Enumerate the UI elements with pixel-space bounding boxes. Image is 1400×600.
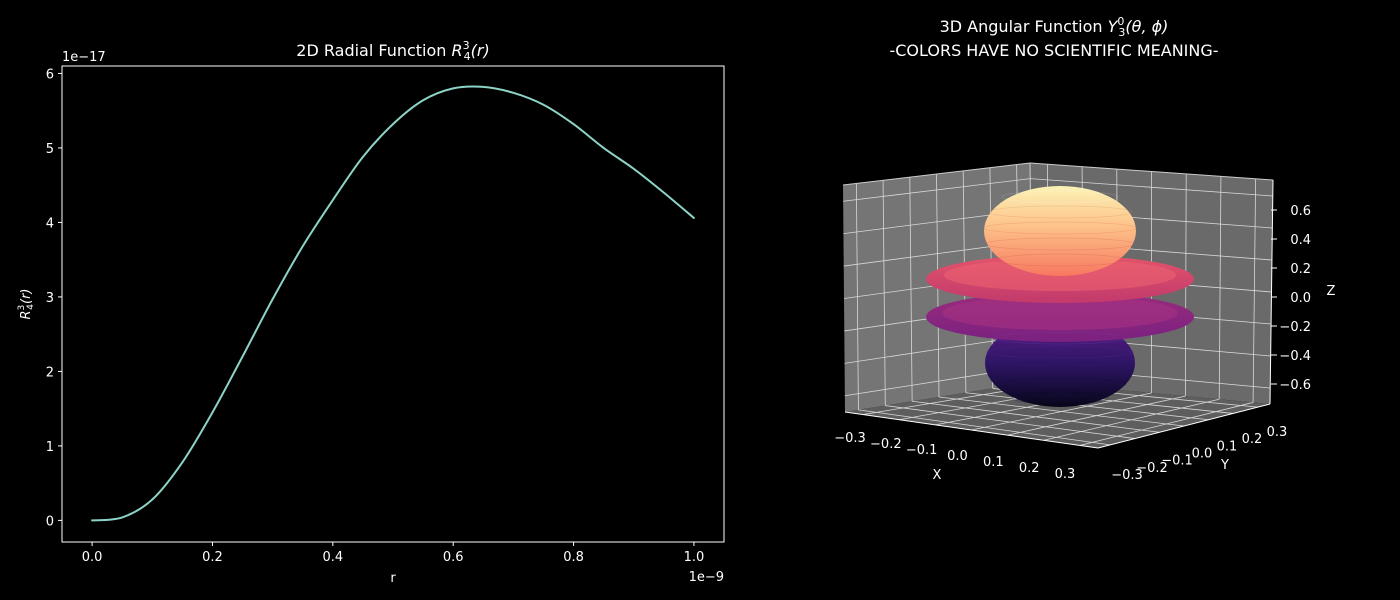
orbital-surface (926, 186, 1194, 407)
radial-y-tick-label: 4 (46, 216, 54, 231)
surface-band (985, 361, 1135, 375)
radial-chart: 2D Radial Function R3 4(r) 0.0 0.2 0.4 0.6 0.… (17, 39, 725, 586)
surface-band (987, 205, 1133, 219)
radial-series-line (91, 85, 695, 522)
z-tick-label: −0.2 (1279, 320, 1311, 335)
lobe-bands (983, 190, 1137, 405)
z-tick-label: −0.4 (1279, 349, 1311, 364)
y-tick-label: 0.3 (1267, 425, 1288, 440)
radial-x-axis-label: r (390, 571, 396, 586)
surface-band (985, 345, 1135, 359)
radial-y-tick-label: 2 (46, 365, 54, 380)
x-tick-label: 0.3 (1055, 467, 1076, 482)
radial-x-tick-label: 0.8 (563, 550, 584, 565)
radial-x-tick-label: 0.4 (322, 550, 343, 565)
radial-y-tick-label: 0 (46, 514, 54, 529)
x-tick-label: −0.2 (870, 437, 902, 452)
surface-band (993, 331, 1127, 345)
grid-line (965, 392, 1209, 421)
z-tick-label: 0.6 (1290, 204, 1311, 219)
surface-band (985, 237, 1135, 251)
surface-band (1001, 190, 1119, 204)
radial-x-offset-text: 1e−9 (689, 570, 724, 585)
angular-chart-title-line2: -COLORS HAVE NO SCIENTIFIC MEANING- (889, 41, 1218, 60)
y-tick-label: −0.1 (1161, 454, 1193, 469)
y-tick-label: −0.3 (1111, 468, 1143, 483)
radial-x-tick-label: 0.0 (82, 550, 103, 565)
radial-y-axis-label: R34(r) (17, 288, 36, 319)
grid-line (1043, 398, 1220, 441)
x-tick-label: −0.1 (906, 443, 938, 458)
angular-chart: 3D Angular Function Y0 3(θ, ϕ) -COLORS HA… (834, 15, 1335, 483)
radial-y-offset-text: 1e−17 (62, 50, 106, 65)
z-axis-label: Z (1327, 284, 1336, 299)
radial-y-tick-label: 3 (46, 291, 54, 306)
grid-line (1218, 176, 1222, 400)
x-tick-label: −0.3 (834, 431, 866, 446)
radial-plot-frame (61, 65, 725, 543)
radial-x-tick-label: 0.6 (443, 550, 464, 565)
x-tick-label: 0.0 (947, 449, 968, 464)
radial-y-tick-label: 1 (46, 440, 54, 455)
radial-x-tick-label: 1.0 (684, 550, 705, 565)
x-axis-line (844, 411, 1099, 449)
y-tick-label: 0.1 (1217, 439, 1238, 454)
z-tick-label: 0.2 (1290, 262, 1311, 277)
radial-ticks: 0.0 0.2 0.4 0.6 0.8 1.0 0 1 2 3 4 5 6 (46, 67, 705, 565)
y-tick-label: −0.2 (1136, 461, 1168, 476)
radial-chart-title: 2D Radial Function R3 4(r) (296, 39, 489, 63)
radial-y-tick-label: 5 (46, 142, 54, 157)
surface-band (1011, 391, 1109, 405)
y-tick-label: 0.0 (1192, 447, 1213, 462)
grid-line (1007, 395, 1186, 436)
angular-chart-title-line1: 3D Angular Function Y0 3(θ, ϕ) (940, 15, 1169, 39)
z-tick-label: −0.6 (1279, 378, 1311, 393)
z-tick-label: 0.4 (1290, 233, 1311, 248)
y-tick-label: 0.2 (1242, 432, 1263, 447)
ring-lower-top (942, 296, 1178, 330)
y-axis-line (1097, 403, 1271, 449)
x-tick-label: 0.2 (1019, 461, 1040, 476)
x-tick-label: 0.1 (983, 455, 1004, 470)
surface-band (993, 377, 1127, 391)
y-axis-label: Y (1220, 458, 1229, 473)
surface-band (983, 221, 1137, 235)
angular-tick-labels: −0.3 −0.2 −0.1 0.0 0.1 0.2 0.3 −0.3−0.2−0.10.0 0… (834, 204, 1311, 483)
radial-y-tick-label: 6 (46, 67, 54, 82)
surface-band (995, 253, 1125, 267)
x-axis-label: X (933, 468, 942, 483)
radial-x-tick-label: 0.2 (202, 550, 223, 565)
z-tick-label: 0.0 (1290, 291, 1311, 306)
grid-line (1252, 178, 1257, 403)
z-axis-line (1269, 179, 1274, 405)
grid-line (938, 396, 1185, 427)
lobe-top (984, 186, 1136, 276)
grid-line (1079, 402, 1254, 446)
